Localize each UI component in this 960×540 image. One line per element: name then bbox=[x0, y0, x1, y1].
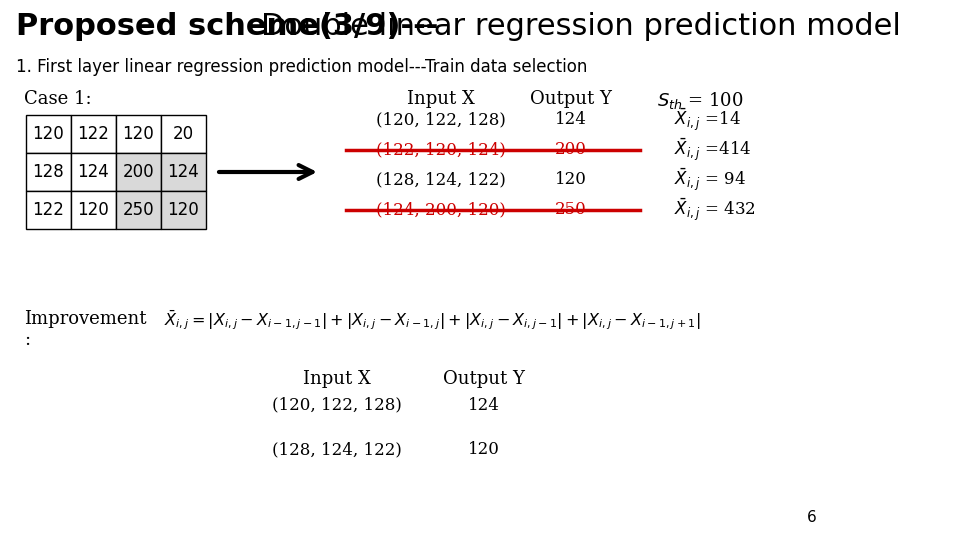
Text: 6: 6 bbox=[807, 510, 817, 525]
Text: $S_{th}$ = 100: $S_{th}$ = 100 bbox=[657, 90, 744, 111]
Text: 120: 120 bbox=[123, 125, 155, 143]
Bar bbox=[161, 191, 205, 229]
Text: (128, 124, 122): (128, 124, 122) bbox=[273, 442, 402, 458]
Text: 200: 200 bbox=[123, 163, 155, 181]
Bar bbox=[71, 191, 116, 229]
Bar bbox=[161, 115, 205, 153]
Text: 122: 122 bbox=[33, 201, 64, 219]
Text: 20: 20 bbox=[173, 125, 194, 143]
Text: Double linear regression prediction model: Double linear regression prediction mode… bbox=[261, 12, 901, 41]
Text: 124: 124 bbox=[78, 163, 109, 181]
Text: $\bar{X}_{i,j}$ =14: $\bar{X}_{i,j}$ =14 bbox=[675, 107, 741, 133]
Text: 120: 120 bbox=[555, 172, 587, 188]
Text: $\bar{X}_{i,j} = |X_{i,j} - X_{i-1,j-1}| + |X_{i,j} - X_{i-1,j}| + |X_{i,j} - X_: $\bar{X}_{i,j} = |X_{i,j} - X_{i-1,j-1}|… bbox=[164, 308, 701, 332]
Text: 120: 120 bbox=[167, 201, 199, 219]
Text: (128, 124, 122): (128, 124, 122) bbox=[376, 172, 506, 188]
Text: 250: 250 bbox=[123, 201, 155, 219]
Text: 128: 128 bbox=[33, 163, 64, 181]
Bar bbox=[71, 153, 116, 191]
Text: 124: 124 bbox=[167, 163, 199, 181]
Text: Input X: Input X bbox=[303, 370, 372, 388]
Text: 124: 124 bbox=[468, 396, 500, 414]
Text: 120: 120 bbox=[33, 125, 64, 143]
Text: $\bar{X}_{i,j}$ = 94: $\bar{X}_{i,j}$ = 94 bbox=[675, 167, 747, 193]
Text: (120, 122, 128): (120, 122, 128) bbox=[376, 111, 506, 129]
Bar bbox=[71, 115, 116, 153]
Text: Case 1:: Case 1: bbox=[24, 90, 92, 108]
Text: 1. First layer linear regression prediction model---Train data selection: 1. First layer linear regression predict… bbox=[15, 58, 587, 76]
Text: Output Y: Output Y bbox=[530, 90, 612, 108]
Bar bbox=[116, 153, 161, 191]
Bar bbox=[26, 191, 71, 229]
Text: (122, 120, 124): (122, 120, 124) bbox=[376, 141, 506, 159]
Text: (120, 122, 128): (120, 122, 128) bbox=[273, 396, 402, 414]
Bar bbox=[26, 115, 71, 153]
Text: 120: 120 bbox=[78, 201, 109, 219]
Bar bbox=[116, 115, 161, 153]
Text: 124: 124 bbox=[555, 111, 587, 129]
Text: 200: 200 bbox=[555, 141, 587, 159]
Text: 120: 120 bbox=[468, 442, 500, 458]
Text: 122: 122 bbox=[78, 125, 109, 143]
Text: Improvement
:: Improvement : bbox=[24, 310, 147, 349]
Text: Output Y: Output Y bbox=[444, 370, 525, 388]
Text: (124, 200, 120): (124, 200, 120) bbox=[376, 201, 506, 219]
Text: $\bar{X}_{i,j}$ = 432: $\bar{X}_{i,j}$ = 432 bbox=[675, 197, 756, 224]
Text: Input X: Input X bbox=[407, 90, 475, 108]
Text: Proposed scheme(3/9)---: Proposed scheme(3/9)--- bbox=[15, 12, 438, 41]
Bar bbox=[161, 153, 205, 191]
Bar bbox=[116, 191, 161, 229]
Text: $\bar{X}_{i,j}$ =414: $\bar{X}_{i,j}$ =414 bbox=[675, 137, 752, 163]
Text: 250: 250 bbox=[555, 201, 587, 219]
Bar bbox=[26, 153, 71, 191]
